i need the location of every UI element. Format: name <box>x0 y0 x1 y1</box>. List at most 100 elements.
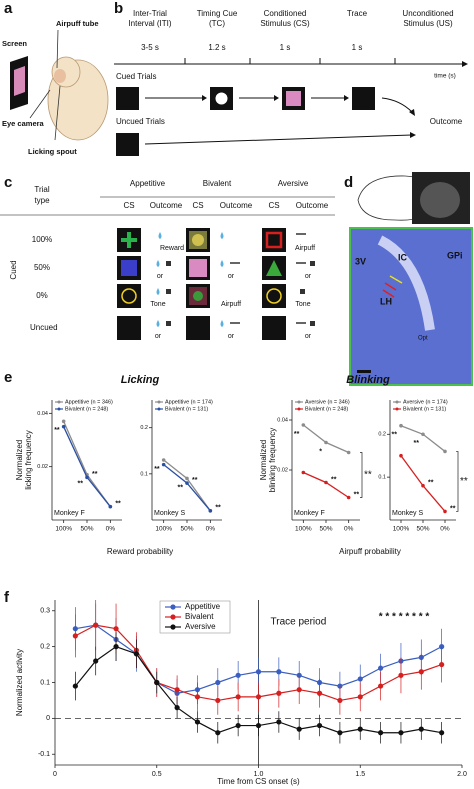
x-tick-label: 50% <box>416 526 429 533</box>
data-point <box>337 730 343 736</box>
data-point <box>61 424 66 429</box>
significance: * <box>319 448 322 455</box>
x-tick-label: 0% <box>344 526 354 533</box>
data-point <box>85 475 89 480</box>
legend-label: Aversive <box>185 622 216 631</box>
data-point <box>235 722 241 729</box>
row-label: 50% <box>34 263 50 272</box>
significance: ** <box>364 470 372 481</box>
y-axis-title: Normalized <box>15 440 24 480</box>
chart-title: Blinking <box>346 374 390 386</box>
label: Airpuff tube <box>56 19 99 28</box>
x-tick-label: 100% <box>55 526 72 533</box>
data-point <box>113 626 119 632</box>
data-point <box>72 633 78 639</box>
y-tick-label: 0.2 <box>378 432 386 438</box>
y-tick-label: 0.02 <box>277 467 288 473</box>
x-tick-label: 2.0 <box>457 771 467 778</box>
legend-label: Bivalent (n = 248) <box>305 406 348 412</box>
data-point <box>357 676 363 682</box>
data-point <box>399 453 403 458</box>
data-point <box>324 480 328 485</box>
panel-label: f <box>4 589 10 606</box>
legend-label: Bivalent (n = 248) <box>65 406 108 412</box>
subheader: CS <box>268 201 279 210</box>
label: time (s) <box>434 73 456 80</box>
x-tick-label: 1.0 <box>254 771 264 778</box>
brain-region: GPi <box>447 250 463 260</box>
epoch-duration: 1 s <box>280 43 291 52</box>
subheader: CS <box>123 201 134 210</box>
data-point <box>208 508 213 513</box>
y-tick-label: 0 <box>46 715 50 722</box>
data-point <box>378 683 384 689</box>
significance: ** <box>92 471 98 478</box>
y-axis-title: licking frequency <box>24 430 33 490</box>
data-point <box>108 504 113 509</box>
legend-marker <box>170 624 176 630</box>
data-point <box>215 697 221 704</box>
data-point <box>235 672 241 678</box>
legend-label: Bivalent (n = 131) <box>403 406 446 412</box>
data-point <box>215 730 221 736</box>
data-point <box>93 622 99 628</box>
epoch-label: (TC) <box>209 19 225 28</box>
y-tick-label: -0.1 <box>38 751 50 758</box>
brain-region: 3V <box>355 256 366 266</box>
label: Screen <box>2 39 27 48</box>
brain-images <box>349 172 473 386</box>
data-point <box>301 470 306 475</box>
data-point <box>378 665 384 671</box>
x-tick-label: 0 <box>53 771 57 778</box>
significance: ** <box>54 427 60 434</box>
subtitle: Monkey F <box>54 510 85 517</box>
y-tick-label: 0.2 <box>40 643 50 650</box>
significance: ** <box>460 476 468 487</box>
panel-label: b <box>114 0 123 17</box>
label: type <box>34 196 50 205</box>
x-tick-label: 0% <box>106 526 116 533</box>
epoch-label: Timing Cue <box>197 9 238 18</box>
x-tick-label: 50% <box>180 526 193 533</box>
legend-marker <box>170 604 176 610</box>
epoch-label: Trace <box>347 9 368 18</box>
significance: ** <box>154 466 160 473</box>
significance: ** <box>215 505 221 512</box>
significance: ** <box>428 480 434 487</box>
outcome-label: or <box>228 333 235 340</box>
y-axis-title: Normalized activity <box>15 649 24 716</box>
data-point <box>316 722 323 729</box>
data-point <box>133 651 139 657</box>
group-header: Aversive <box>278 179 309 188</box>
series-line <box>302 424 349 454</box>
epoch-label: Stimulus (CS) <box>260 19 310 28</box>
significance: ** <box>192 477 198 484</box>
epoch-label: Unconditioned <box>402 9 453 18</box>
data-point <box>215 679 221 686</box>
y-axis-title: blinking frequency <box>268 428 277 492</box>
x-axis-title: Time from CS onset (s) <box>217 777 300 786</box>
data-point <box>398 730 404 736</box>
legend-label: Aversive (n = 346) <box>305 399 350 405</box>
significance: ** <box>294 431 300 438</box>
data-point <box>276 690 282 696</box>
outcome-label: Reward <box>160 245 184 252</box>
outcome-label: Airpuff <box>295 245 315 252</box>
x-tick-label: 100% <box>393 526 410 533</box>
group-header: Bivalent <box>203 179 232 188</box>
data-point <box>296 687 302 693</box>
significance: ** <box>115 501 121 508</box>
data-point <box>194 694 201 700</box>
x-tick-label: 100% <box>295 526 312 533</box>
data-point <box>357 694 363 700</box>
data-point <box>255 722 262 729</box>
significance: ** <box>78 481 84 488</box>
data-point <box>255 694 262 700</box>
outcome-label: or <box>305 333 312 340</box>
epoch-label: Inter-Trial <box>133 9 167 18</box>
data-point <box>324 440 328 445</box>
group-header: Appetitive <box>130 179 166 188</box>
data-point <box>301 423 306 427</box>
data-point <box>276 719 282 725</box>
data-point <box>337 697 343 704</box>
